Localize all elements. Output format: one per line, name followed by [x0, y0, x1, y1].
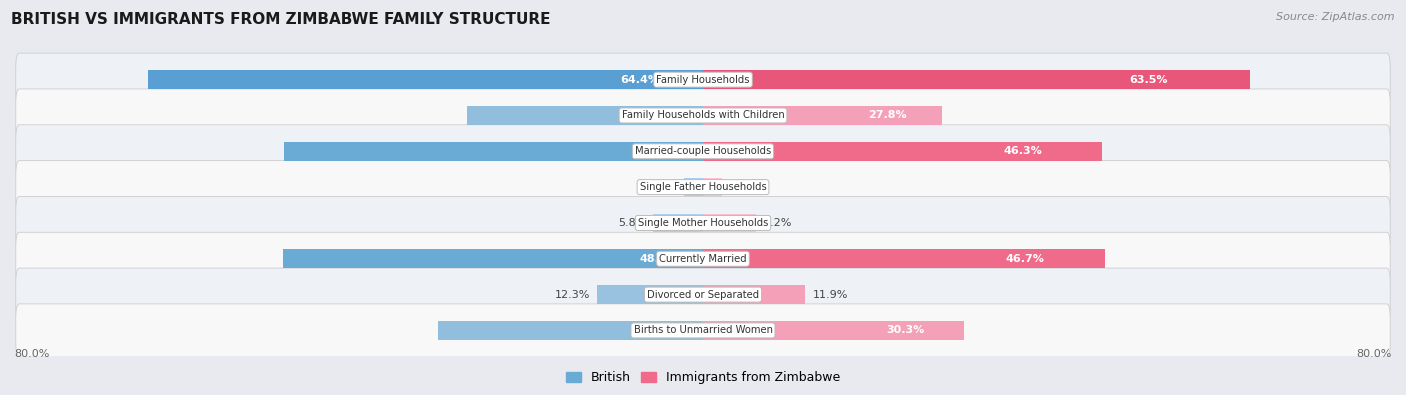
Text: 27.4%: 27.4% — [668, 111, 706, 120]
Text: 46.3%: 46.3% — [1002, 146, 1042, 156]
Text: 64.4%: 64.4% — [620, 75, 659, 85]
Text: Single Mother Households: Single Mother Households — [638, 218, 768, 228]
Bar — [703, 250, 1105, 268]
Text: 48.7%: 48.7% — [640, 146, 679, 156]
FancyBboxPatch shape — [15, 89, 1391, 142]
Text: Single Father Households: Single Father Households — [640, 182, 766, 192]
Bar — [437, 321, 703, 340]
Bar — [703, 321, 965, 340]
Text: Currently Married: Currently Married — [659, 254, 747, 264]
Text: 80.0%: 80.0% — [1357, 349, 1392, 359]
Legend: British, Immigrants from Zimbabwe: British, Immigrants from Zimbabwe — [561, 366, 845, 389]
Bar — [149, 70, 703, 89]
Text: 12.3%: 12.3% — [555, 290, 591, 299]
Text: BRITISH VS IMMIGRANTS FROM ZIMBABWE FAMILY STRUCTURE: BRITISH VS IMMIGRANTS FROM ZIMBABWE FAMI… — [11, 12, 551, 27]
FancyBboxPatch shape — [15, 304, 1391, 357]
FancyBboxPatch shape — [15, 161, 1391, 214]
Text: 2.2%: 2.2% — [728, 182, 758, 192]
Text: Family Households: Family Households — [657, 75, 749, 85]
FancyBboxPatch shape — [15, 232, 1391, 285]
Text: Married-couple Households: Married-couple Households — [636, 146, 770, 156]
Text: 30.8%: 30.8% — [664, 325, 702, 335]
Text: 63.5%: 63.5% — [1129, 75, 1168, 85]
Text: 30.3%: 30.3% — [887, 325, 925, 335]
Text: 5.8%: 5.8% — [617, 218, 647, 228]
Text: 27.8%: 27.8% — [868, 111, 907, 120]
FancyBboxPatch shape — [15, 125, 1391, 178]
Bar — [703, 214, 756, 232]
Bar — [467, 106, 703, 125]
Bar — [703, 142, 1102, 161]
Text: 11.9%: 11.9% — [813, 290, 848, 299]
Bar — [284, 142, 703, 161]
Text: Family Households with Children: Family Households with Children — [621, 111, 785, 120]
Bar — [283, 250, 703, 268]
Bar — [598, 285, 703, 304]
Text: Divorced or Separated: Divorced or Separated — [647, 290, 759, 299]
Bar — [685, 178, 703, 196]
FancyBboxPatch shape — [15, 53, 1391, 106]
FancyBboxPatch shape — [15, 196, 1391, 250]
Text: Source: ZipAtlas.com: Source: ZipAtlas.com — [1277, 12, 1395, 22]
Bar — [703, 285, 806, 304]
Bar — [703, 70, 1250, 89]
Bar — [703, 106, 942, 125]
FancyBboxPatch shape — [15, 268, 1391, 321]
Text: 46.7%: 46.7% — [1005, 254, 1045, 264]
Bar — [652, 214, 703, 232]
Text: 80.0%: 80.0% — [14, 349, 49, 359]
Text: 2.2%: 2.2% — [648, 182, 678, 192]
Text: Births to Unmarried Women: Births to Unmarried Women — [634, 325, 772, 335]
Text: 6.2%: 6.2% — [763, 218, 792, 228]
Text: 48.8%: 48.8% — [640, 254, 679, 264]
Bar — [703, 178, 721, 196]
